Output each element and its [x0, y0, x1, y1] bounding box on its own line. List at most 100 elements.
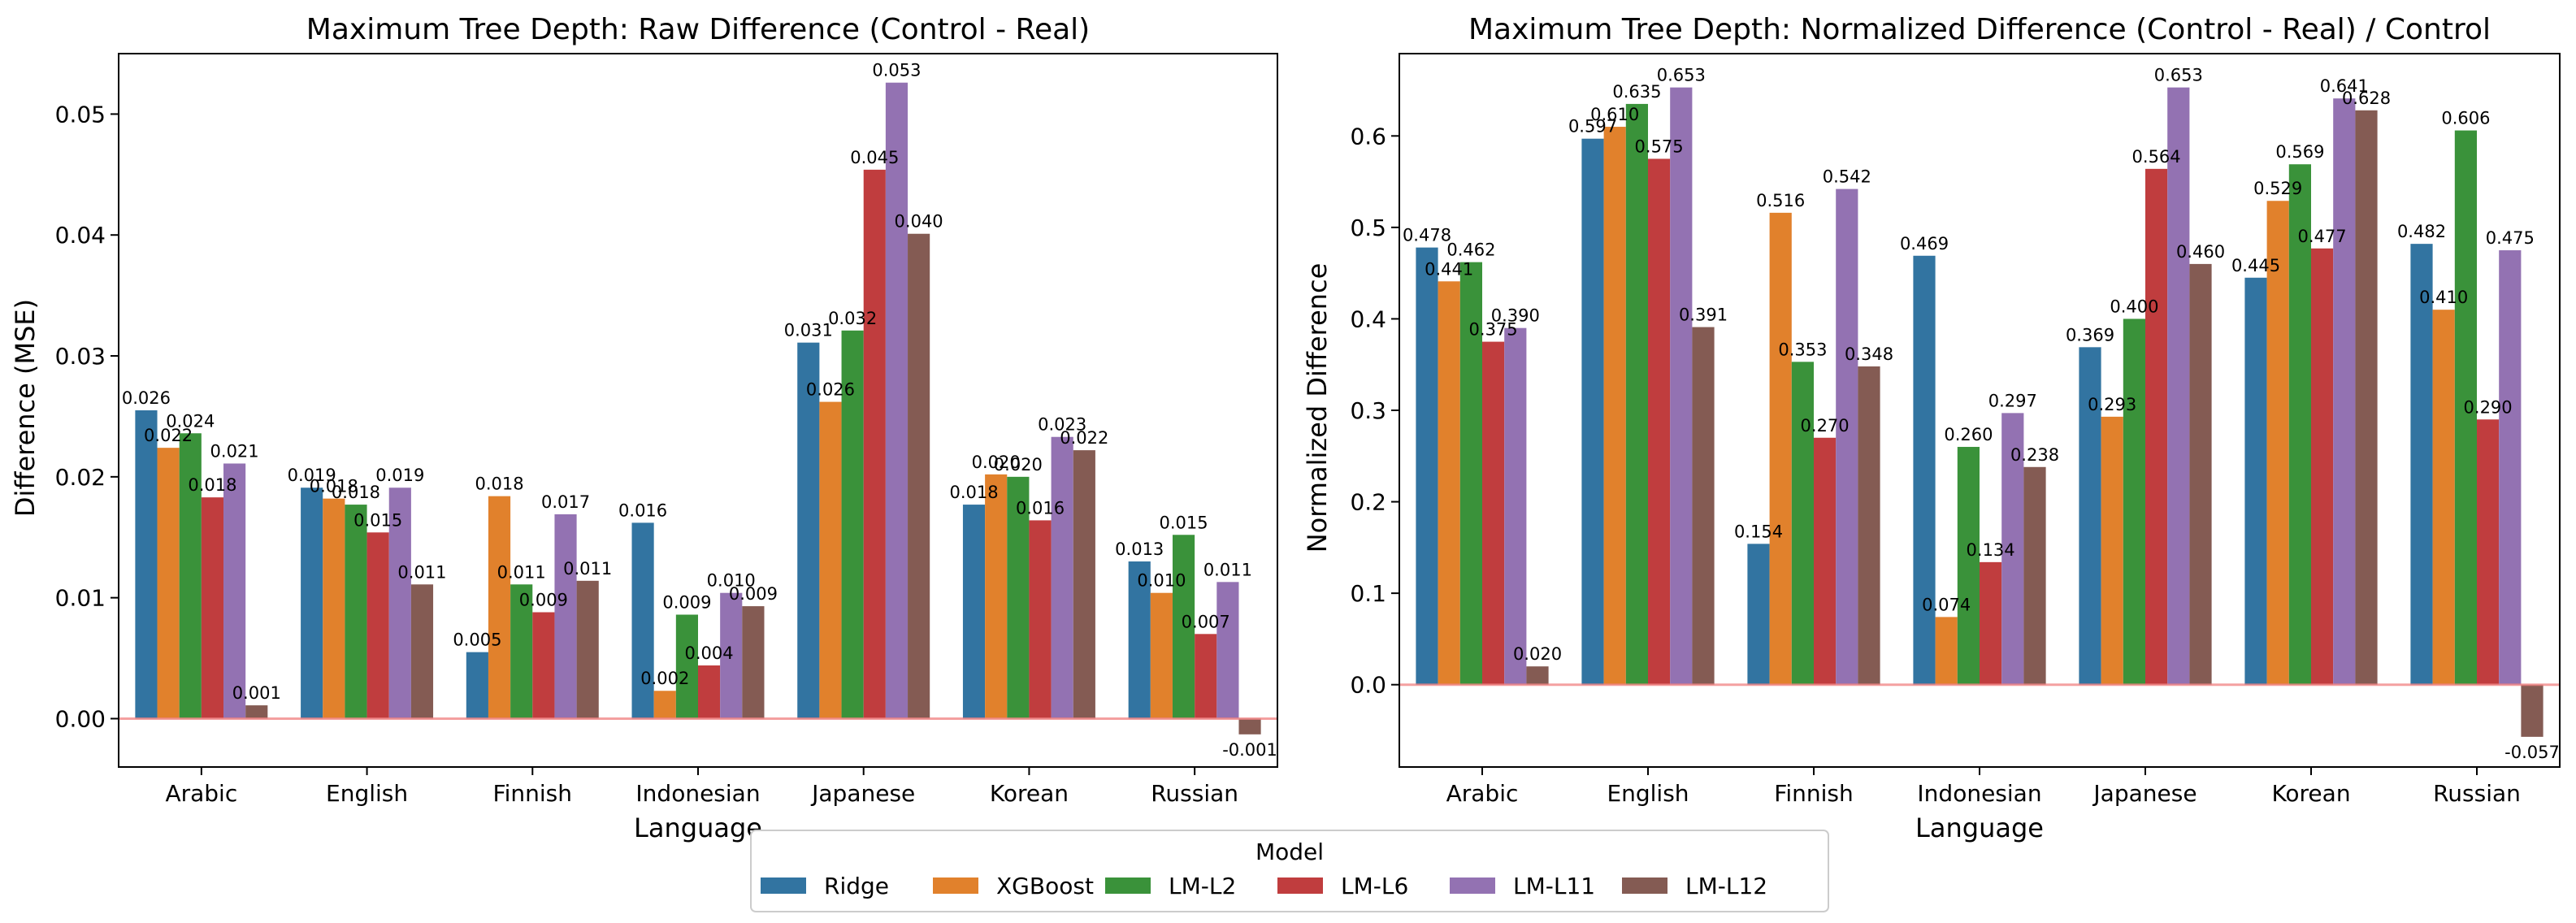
bar-value-label: 0.410 [2419, 288, 2468, 307]
x-ticks: Arabic English Finnish Indonesian Japanese Ko… [1446, 767, 2521, 807]
bar [366, 532, 389, 719]
x-tick-label: Indonesian [1917, 780, 2041, 807]
x-axis-label: Language [634, 812, 762, 843]
bar-value-label: 0.018 [188, 475, 236, 495]
y-tick-label: 0.0 [1350, 672, 1386, 699]
bar-value-label: 0.031 [784, 321, 833, 340]
bar-value-label: 0.293 [2088, 395, 2136, 414]
legend-frame [750, 830, 1829, 912]
bar [466, 652, 488, 719]
y-tick-label: 0.02 [55, 464, 106, 491]
chart-title: Maximum Tree Depth: Raw Difference (Cont… [306, 13, 1090, 46]
bar-value-label: 0.653 [2154, 66, 2203, 85]
y-ticks: 0.00 0.01 0.02 0.03 0.04 0.05 [55, 101, 119, 732]
bar-value-label: 0.134 [1967, 540, 2015, 560]
y-tick-label: 0.05 [55, 101, 106, 128]
bar [2499, 250, 2522, 685]
bar [2432, 310, 2455, 685]
x-tick-label: Japanese [2092, 780, 2197, 807]
bar [1073, 450, 1095, 719]
bar [1128, 561, 1151, 719]
bar [1238, 718, 1261, 734]
bar-value-label: 0.026 [806, 380, 855, 400]
legend-label: LM-L12 [1685, 873, 1767, 899]
plot-frame [118, 53, 1278, 768]
bar-value-label: -0.001 [1222, 740, 1277, 760]
bar-value-label: -0.057 [2504, 743, 2560, 762]
x-tick-label: Russian [2433, 780, 2521, 807]
bar [1526, 666, 1549, 685]
x-tick-label: Korean [2271, 780, 2350, 807]
bar [720, 592, 743, 719]
bar-value-label: 0.053 [872, 61, 921, 80]
bar [819, 401, 842, 719]
bar [1769, 212, 1792, 685]
y-tick-label: 0.6 [1350, 123, 1386, 150]
y-tick-label: 0.03 [55, 343, 106, 370]
bar [1459, 262, 1482, 685]
legend-label: XGBoost [996, 873, 1094, 899]
bar-value-label: 0.260 [1944, 425, 1993, 444]
bar-value-label: 0.019 [288, 466, 336, 485]
bar [323, 498, 345, 719]
bar [2023, 466, 2046, 685]
bar-value-label: 0.445 [2231, 256, 2280, 275]
x-axis-label: Language [1915, 812, 2044, 843]
bar-value-label: 0.032 [828, 309, 877, 328]
bar-value-label: 0.641 [2320, 76, 2369, 96]
legend-swatch [933, 878, 978, 894]
bar-value-label: 0.022 [1060, 428, 1108, 448]
bar-value-label: 0.010 [1137, 571, 1186, 591]
legend-item: LM-L6 [1277, 873, 1408, 899]
normalized-difference-chart: Maximum Tree Depth: Normalized Differenc… [1302, 13, 2561, 843]
bar-value-label: 0.007 [1182, 612, 1230, 631]
bar-value-label: 0.018 [332, 483, 380, 502]
bar [1150, 592, 1173, 719]
bar [841, 330, 864, 719]
bar-value-label: 0.016 [1016, 498, 1065, 518]
bar-value-label: 0.011 [397, 562, 446, 582]
bar [201, 497, 224, 719]
bar [2266, 201, 2289, 685]
legend-item: LM-L11 [1450, 873, 1595, 899]
y-tick-label: 0.2 [1350, 489, 1386, 516]
bar-value-label: 0.369 [2066, 325, 2114, 344]
bar [1007, 476, 1030, 719]
bar-value-label: 0.009 [729, 584, 778, 604]
bars [1416, 87, 2543, 737]
bar-value-label: 0.564 [2132, 147, 2181, 167]
x-tick-label: English [326, 780, 408, 807]
bar [1935, 617, 1958, 685]
bar [1692, 327, 1715, 685]
x-tick-label: Korean [990, 780, 1069, 807]
bar-value-label: 0.516 [1756, 191, 1805, 210]
bar [1836, 188, 1858, 685]
bar-value-label: 0.478 [1403, 226, 1451, 245]
bar [488, 496, 511, 719]
bar-value-label: 0.040 [895, 212, 943, 232]
bar-value-label: 0.015 [353, 510, 402, 530]
bar [1172, 535, 1195, 719]
y-tick-label: 0.4 [1350, 306, 1386, 332]
bar [179, 433, 202, 719]
bar-value-label: 0.018 [310, 477, 358, 496]
bar [1195, 634, 1217, 719]
bar-value-label: 0.270 [1801, 416, 1850, 436]
bar-value-label: 0.011 [563, 559, 612, 578]
legend-swatch [1105, 878, 1151, 894]
bar [510, 584, 533, 719]
bar-value-label: 0.013 [1115, 540, 1164, 559]
bar [797, 342, 820, 719]
bar-value-label: 0.400 [2110, 297, 2158, 316]
bar-value-label: 0.375 [1469, 320, 1518, 340]
bar [2145, 168, 2168, 685]
bar-value-label: 0.010 [707, 571, 756, 591]
bar [410, 584, 434, 719]
bar [576, 580, 599, 719]
bar-value-label: 0.009 [662, 592, 711, 612]
legend-label: LM-L6 [1341, 873, 1408, 899]
bar [2311, 248, 2334, 685]
bar [2333, 98, 2356, 685]
